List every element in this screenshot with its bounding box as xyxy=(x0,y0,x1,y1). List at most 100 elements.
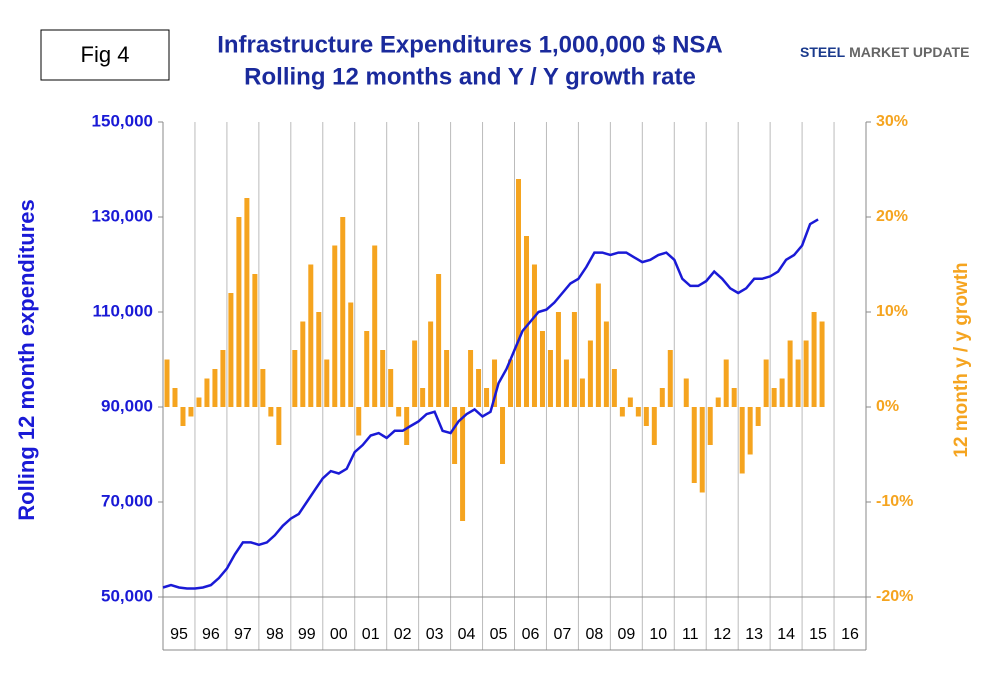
bar xyxy=(332,245,338,407)
bar xyxy=(324,359,330,407)
bar xyxy=(180,407,186,426)
bar xyxy=(196,397,202,407)
y-tick-label: 90,000 xyxy=(101,396,153,415)
bar xyxy=(643,407,649,426)
bar xyxy=(292,350,298,407)
bar xyxy=(436,274,442,407)
fig-label: Fig 4 xyxy=(81,42,130,67)
bar xyxy=(787,340,793,407)
y2-tick-label: 10% xyxy=(876,303,908,320)
bar xyxy=(699,407,705,493)
bar xyxy=(412,340,418,407)
bar xyxy=(707,407,713,445)
logo-rest: MARKET UPDATE xyxy=(849,44,969,60)
bar xyxy=(531,264,537,407)
x-tick-label: 12 xyxy=(713,626,731,643)
bar xyxy=(236,217,242,407)
x-tick-label: 10 xyxy=(649,626,667,643)
bar xyxy=(276,407,282,445)
bar xyxy=(396,407,402,417)
x-tick-label: 06 xyxy=(522,626,540,643)
x-tick-label: 07 xyxy=(554,626,572,643)
bar xyxy=(771,388,777,407)
x-tick-label: 99 xyxy=(298,626,316,643)
y2-tick-label: 0% xyxy=(876,398,899,415)
bar xyxy=(523,236,529,407)
bar xyxy=(308,264,314,407)
plot-area: 95 96 97 98 99 00 01 02 03 04 05 06 07 08 09 10 11 12 13 14… xyxy=(92,111,913,651)
x-tick-label: 97 xyxy=(234,626,252,643)
bar xyxy=(635,407,641,417)
x-tick-label: 00 xyxy=(330,626,348,643)
x-tick-label: 03 xyxy=(426,626,444,643)
x-tick-label: 11 xyxy=(682,626,699,643)
bar xyxy=(188,407,194,417)
bar xyxy=(595,283,601,407)
bar xyxy=(731,388,737,407)
bar xyxy=(212,369,218,407)
bar xyxy=(484,388,490,407)
x-tick-label: 01 xyxy=(362,626,380,643)
bar xyxy=(164,359,170,407)
bar xyxy=(779,378,785,407)
bar xyxy=(547,350,553,407)
bar xyxy=(715,397,721,407)
x-tick-label: 16 xyxy=(841,626,859,643)
bar xyxy=(460,407,466,521)
bar xyxy=(500,407,506,464)
x-tick-label: 95 xyxy=(170,626,188,643)
bar xyxy=(651,407,657,445)
y2-tick-label: 20% xyxy=(876,208,908,225)
bar xyxy=(372,245,378,407)
x-tick-label: 14 xyxy=(777,626,795,643)
line xyxy=(162,218,819,590)
bar xyxy=(228,293,234,407)
bar xyxy=(539,331,545,407)
bar xyxy=(268,407,274,417)
bar xyxy=(420,388,426,407)
bar xyxy=(555,312,561,407)
x-tick-label: 02 xyxy=(394,626,412,643)
bar xyxy=(468,350,474,407)
bar xyxy=(659,388,665,407)
bar xyxy=(755,407,761,426)
bar xyxy=(747,407,753,455)
bar xyxy=(300,321,306,407)
logo-brand: STEEL xyxy=(800,44,846,60)
bar xyxy=(795,359,801,407)
x-tick-label: 98 xyxy=(266,626,284,643)
bar xyxy=(516,179,521,407)
y-tick-label: 130,000 xyxy=(92,206,153,225)
y2-tick-label: -20% xyxy=(876,588,913,605)
bar xyxy=(260,369,266,407)
y2-axis-label: 12 month y / y growth xyxy=(951,262,972,457)
x-tick-label: 08 xyxy=(585,626,603,643)
bar xyxy=(739,407,745,474)
bar xyxy=(444,350,450,407)
x-tick-label: 04 xyxy=(458,626,476,643)
bar xyxy=(723,359,729,407)
bar xyxy=(563,359,569,407)
y-tick-label: 110,000 xyxy=(92,301,153,320)
bar xyxy=(388,369,394,407)
y-tick-label: 50,000 xyxy=(101,586,153,605)
x-tick-label: 05 xyxy=(490,626,508,643)
bar xyxy=(571,312,577,407)
bar xyxy=(627,397,633,407)
x-tick-label: 09 xyxy=(617,626,635,643)
bar xyxy=(252,274,258,407)
y2-tick-label: -10% xyxy=(876,493,913,510)
bar xyxy=(476,369,482,407)
chart-subtitle: Rolling 12 months and Y / Y growth rate xyxy=(244,63,696,90)
bar xyxy=(611,369,617,407)
bar xyxy=(380,350,386,407)
x-tick-label: 13 xyxy=(745,626,763,643)
bar xyxy=(428,321,434,407)
bar xyxy=(404,407,410,445)
bar xyxy=(683,378,689,407)
y-tick-label: 150,000 xyxy=(92,111,153,130)
fig-box xyxy=(40,29,170,81)
bar xyxy=(619,407,625,417)
